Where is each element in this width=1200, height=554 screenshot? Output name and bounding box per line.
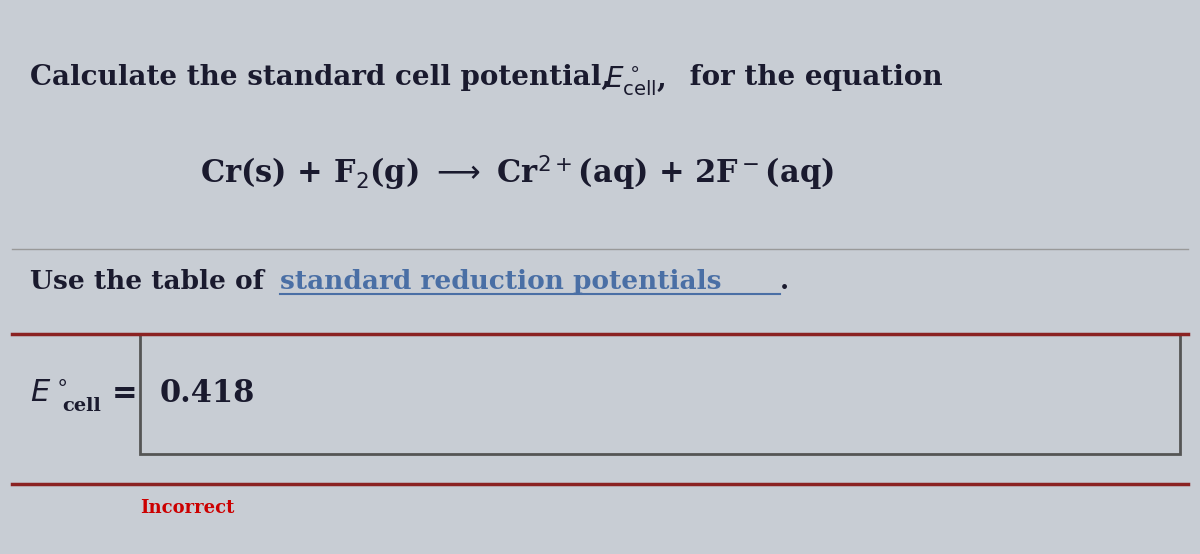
Text: $E^\circ_{\mathrm{cell}}$,: $E^\circ_{\mathrm{cell}}$, (605, 64, 666, 97)
Text: Cr(s) + F$_2$(g) $\longrightarrow$ Cr$^{2+}$(aq) + 2F$^-$(aq): Cr(s) + F$_2$(g) $\longrightarrow$ Cr$^{… (200, 154, 834, 193)
Text: .: . (780, 269, 790, 294)
Text: for the equation: for the equation (680, 64, 943, 91)
Text: =: = (112, 378, 138, 409)
FancyBboxPatch shape (140, 334, 1180, 454)
Text: 0.418: 0.418 (160, 378, 256, 409)
Text: Incorrect: Incorrect (140, 499, 234, 517)
Text: Use the table of: Use the table of (30, 269, 274, 294)
Text: standard reduction potentials: standard reduction potentials (280, 269, 721, 294)
Text: Calculate the standard cell potential,: Calculate the standard cell potential, (30, 64, 620, 91)
Text: cell: cell (62, 397, 101, 415)
Text: $E^\circ$: $E^\circ$ (30, 378, 67, 409)
